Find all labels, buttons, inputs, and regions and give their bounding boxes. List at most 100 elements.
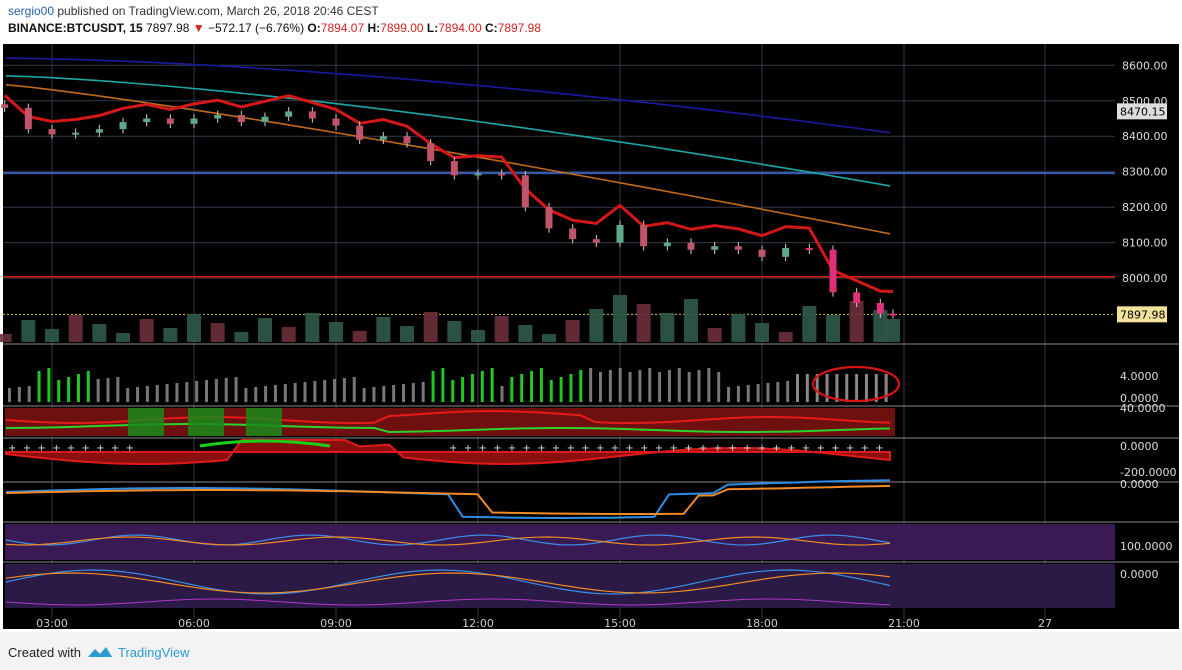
histogram-bar xyxy=(756,384,760,402)
x-tick-label: 09:00 xyxy=(320,617,352,630)
histogram-bar xyxy=(490,368,494,402)
author-link[interactable]: sergio00 xyxy=(8,4,55,18)
squeeze-dot: + xyxy=(670,443,678,454)
squeeze-dot: + xyxy=(684,443,692,454)
histogram-bar xyxy=(402,384,405,402)
squeeze-dot: + xyxy=(552,443,560,454)
x-tick-label: 21:00 xyxy=(888,617,920,630)
candle-body xyxy=(889,313,897,316)
volume-bar xyxy=(873,310,888,342)
histogram-bar xyxy=(8,388,11,402)
panel2-green-zone xyxy=(128,408,164,436)
histogram-bar xyxy=(608,370,612,402)
osc1-line xyxy=(5,534,891,546)
histogram-bar xyxy=(136,387,140,402)
volume-bar xyxy=(802,306,817,342)
ma-teal-line xyxy=(5,75,891,187)
histogram-bar xyxy=(224,378,228,402)
squeeze-dot: + xyxy=(802,443,810,454)
volume-bar xyxy=(636,304,651,342)
volume-bar xyxy=(329,322,343,342)
candle-body xyxy=(687,242,695,250)
histogram-bar xyxy=(864,374,868,402)
panel5-bg xyxy=(5,524,1115,560)
histogram-bar xyxy=(47,368,51,402)
squeeze-dot: + xyxy=(581,443,589,454)
histogram-bar xyxy=(707,368,711,402)
volume-bar xyxy=(234,332,249,342)
histogram-bar xyxy=(27,386,31,402)
squeeze-dot: + xyxy=(493,443,501,454)
histogram-bar xyxy=(559,377,563,402)
volume-bar xyxy=(163,328,178,342)
candle-body xyxy=(853,292,861,303)
high-label: H: xyxy=(367,21,381,35)
volume-bar xyxy=(68,315,83,342)
histogram-bar xyxy=(411,383,415,402)
histogram-bar xyxy=(470,374,474,402)
histogram-bar xyxy=(392,385,396,402)
squeeze-dot: + xyxy=(640,443,648,454)
squeeze-dot: + xyxy=(817,443,825,454)
histogram-bar xyxy=(313,381,317,402)
volume-bar xyxy=(258,318,272,342)
x-tick-label: 03:00 xyxy=(36,617,68,630)
high-value: 7899.00 xyxy=(380,21,424,35)
histogram-bar xyxy=(244,388,248,402)
histogram-bar xyxy=(264,386,268,402)
histogram-bar xyxy=(116,377,120,402)
volume-bar xyxy=(778,332,793,342)
histogram-bar xyxy=(195,381,199,402)
squeeze-dot: + xyxy=(787,443,795,454)
volume-bar xyxy=(21,320,36,342)
candle-body xyxy=(285,111,293,117)
tradingview-brand[interactable]: TradingView xyxy=(118,645,190,660)
histogram-bar xyxy=(372,387,376,402)
candle-body xyxy=(119,122,127,130)
candle-body xyxy=(72,132,80,135)
y-tick-label: 8200.00 xyxy=(1122,201,1168,214)
histogram-bar xyxy=(520,374,524,402)
histogram-bar xyxy=(736,386,740,402)
candle-body xyxy=(521,175,529,208)
volume-bar xyxy=(849,301,864,342)
osc3-line xyxy=(5,569,891,595)
histogram-bar xyxy=(86,371,90,402)
chart-area[interactable]: + + + + + + + + + + + + + + + + + + + + + + + + + + + + + + + + + + + + + + + … xyxy=(0,42,1182,632)
squeeze-dot: + xyxy=(728,443,736,454)
histogram-bar xyxy=(431,371,435,402)
histogram-bar xyxy=(441,368,445,402)
squeeze-dot: + xyxy=(758,443,766,454)
squeeze-dot: + xyxy=(875,443,883,454)
panel3-green-line xyxy=(199,439,331,448)
histogram-bar xyxy=(234,377,238,402)
squeeze-dot: + xyxy=(67,443,75,454)
candle-body xyxy=(379,136,387,140)
candle-body xyxy=(592,239,600,243)
low-label: L: xyxy=(426,21,439,35)
squeeze-dot: + xyxy=(831,443,839,454)
histogram-bar xyxy=(303,382,307,402)
candle-body xyxy=(782,247,790,257)
candle-body xyxy=(545,207,553,229)
candle-body xyxy=(166,118,174,124)
x-tick-label: 27 xyxy=(1038,617,1052,630)
candle-body xyxy=(24,107,32,130)
squeeze-dot: + xyxy=(699,443,707,454)
candle-body xyxy=(143,118,151,123)
volume-bar xyxy=(589,309,604,342)
histogram-bar xyxy=(835,374,839,402)
ohlc-legend: BINANCE:BTCUSDT, 15 7897.98 ▼ −572.17 (−… xyxy=(8,21,541,35)
indicator-scale-label: 0.0000 xyxy=(1120,568,1159,581)
histogram-bar xyxy=(382,386,386,402)
histogram-bar xyxy=(805,374,809,402)
indicator-scale-label: 4.0000 xyxy=(1120,370,1159,383)
macd-orange-line xyxy=(5,484,891,515)
ma-orange-line xyxy=(5,84,891,235)
osc-purple-line xyxy=(5,598,891,606)
histogram-bar xyxy=(638,370,642,402)
histogram-bar xyxy=(845,374,849,402)
candle-body xyxy=(569,228,577,240)
histogram-bar xyxy=(658,372,662,402)
histogram-bar xyxy=(796,374,799,402)
